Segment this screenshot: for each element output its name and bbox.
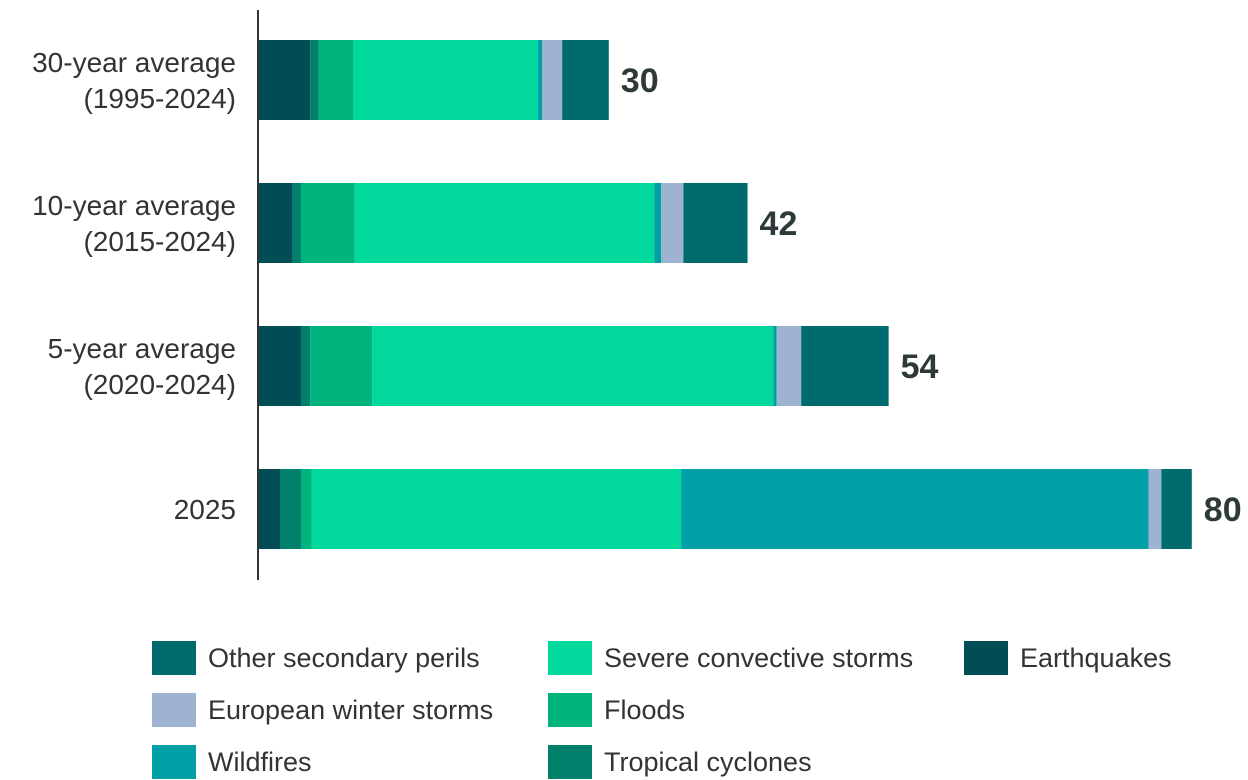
bar-segment-floods-3 xyxy=(300,469,312,549)
legend-swatch xyxy=(152,641,196,675)
bar-segment-severe-convective-storms-1 xyxy=(354,183,655,263)
bar-segment-earthquakes-3 xyxy=(259,469,280,549)
category-label: 10-year average xyxy=(32,190,236,221)
total-labels: 30 42 54 80 xyxy=(621,62,1242,529)
bars-group xyxy=(259,40,1192,549)
legend-item-floods: Floods xyxy=(548,692,685,728)
legend-swatch xyxy=(548,693,592,727)
bar-segment-other-secondary-perils-3 xyxy=(1161,469,1192,549)
total-label: 42 xyxy=(760,205,798,243)
bar-segment-severe-convective-storms-0 xyxy=(353,40,538,120)
bar-segment-other-secondary-perils-0 xyxy=(562,40,609,120)
category-label: 2025 xyxy=(174,494,236,525)
legend-label: Earthquakes xyxy=(1020,642,1172,673)
legend-item-tropical-cyclones: Tropical cyclones xyxy=(548,744,812,780)
category-label: 30-year average xyxy=(32,47,236,78)
legend-item-european-winter-storms: European winter storms xyxy=(152,692,493,728)
legend-item-wildfires: Wildfires xyxy=(152,744,312,780)
stacked-bar-chart: 30-year average (1995-2024) 10-year averag… xyxy=(32,10,1242,580)
total-label: 30 xyxy=(621,62,659,100)
legend-label: Severe convective storms xyxy=(604,642,914,673)
category-label: 5-year average xyxy=(48,333,236,364)
bar-segment-other-secondary-perils-2 xyxy=(801,326,889,406)
bar-segment-tropical-cyclones-1 xyxy=(292,183,301,263)
bar-segment-european-winter-storms-2 xyxy=(776,326,802,406)
bar-segment-wildfires-1 xyxy=(654,183,662,263)
bar-segment-earthquakes-0 xyxy=(259,40,311,120)
legend-swatch xyxy=(548,641,592,675)
bar-segment-floods-1 xyxy=(300,183,355,263)
total-label: 54 xyxy=(901,348,939,386)
legend-swatch xyxy=(548,745,592,779)
legend-swatch xyxy=(152,693,196,727)
bar-segment-severe-convective-storms-3 xyxy=(311,469,682,549)
total-label: 80 xyxy=(1204,491,1242,529)
bar-segment-tropical-cyclones-3 xyxy=(279,469,301,549)
bar-segment-floods-0 xyxy=(318,40,354,120)
legend-label: Floods xyxy=(604,694,686,725)
category-label: (2015-2024) xyxy=(83,226,236,257)
category-labels: 30-year average (1995-2024) 10-year averag… xyxy=(32,47,236,525)
bar-segment-tropical-cyclones-2 xyxy=(300,326,311,406)
bar-segment-other-secondary-perils-1 xyxy=(683,183,748,263)
legend-label: Other secondary perils xyxy=(208,642,480,673)
legend-swatch xyxy=(964,641,1008,675)
legend-swatch xyxy=(152,745,196,779)
bar-segment-european-winter-storms-0 xyxy=(542,40,563,120)
legend-item-earthquakes: Earthquakes xyxy=(964,640,1172,676)
bar-segment-european-winter-storms-1 xyxy=(661,183,684,263)
legend-item-other-secondary-perils: Other secondary perils xyxy=(152,640,480,676)
bar-segment-earthquakes-1 xyxy=(259,183,293,263)
bar-segment-wildfires-3 xyxy=(681,469,1149,549)
bar-segment-wildfires-2 xyxy=(773,326,777,406)
legend-label: Tropical cyclones xyxy=(604,746,812,777)
bar-segment-severe-convective-storms-2 xyxy=(372,326,774,406)
legend-item-severe-convective-storms: Severe convective storms xyxy=(548,640,913,676)
bar-segment-tropical-cyclones-0 xyxy=(310,40,319,120)
category-label: (1995-2024) xyxy=(83,83,236,114)
legend-label: European winter storms xyxy=(208,694,494,725)
bar-segment-floods-2 xyxy=(310,326,373,406)
legend-label: Wildfires xyxy=(208,746,312,777)
bar-segment-earthquakes-2 xyxy=(259,326,301,406)
bar-segment-wildfires-0 xyxy=(537,40,543,120)
bar-segment-european-winter-storms-3 xyxy=(1148,469,1162,549)
category-label: (2020-2024) xyxy=(83,369,236,400)
